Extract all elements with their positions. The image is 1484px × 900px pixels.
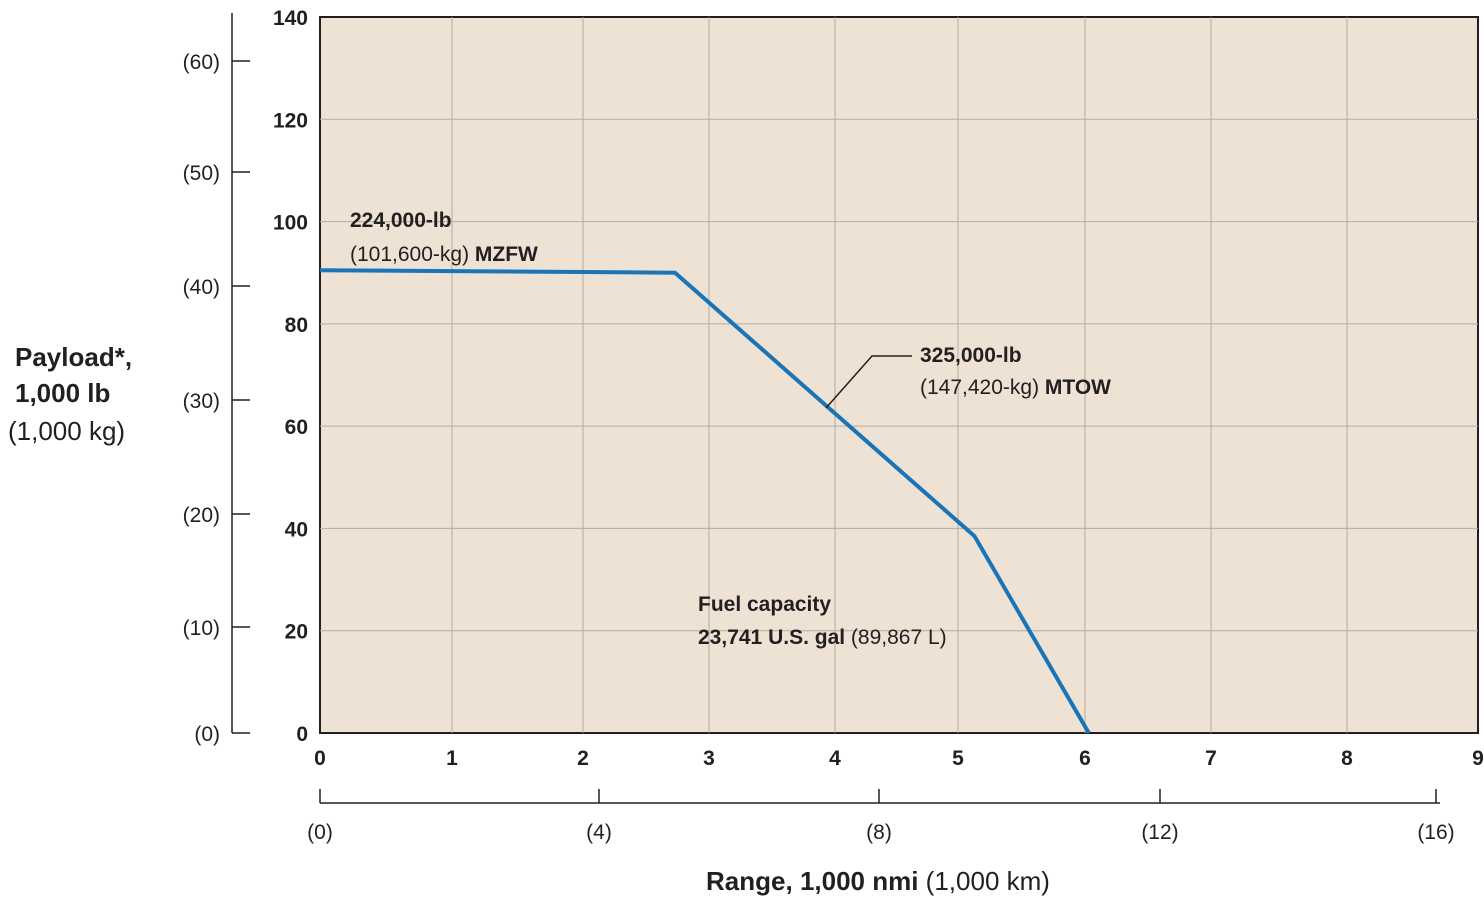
kg-tick-label: (30) xyxy=(183,390,220,413)
x-tick-label: 7 xyxy=(1205,747,1217,770)
x-tick-label: 3 xyxy=(703,747,715,770)
fuel-annotation-line1: Fuel capacity xyxy=(698,593,831,616)
kg-tick-label: (0) xyxy=(194,723,220,746)
kg-tick-label: (20) xyxy=(183,504,220,527)
y-tick-label: 120 xyxy=(273,109,308,132)
mtow-label: MTOW xyxy=(1045,376,1111,399)
kg-tick-label: (50) xyxy=(183,162,220,185)
y-axis-label-line3: (1,000 kg) xyxy=(8,416,125,446)
mzfw-annotation-line1: 224,000-lb xyxy=(350,209,452,232)
x-axis-label: Range, 1,000 nmi (1,000 km) xyxy=(706,866,1050,896)
secondary-y-axis: (0) (10) (20) (30) (40) (50) (60) xyxy=(183,13,250,746)
mzfw-annotation-line2: (101,600-kg) MZFW xyxy=(350,243,538,266)
kg-tick-label: (40) xyxy=(183,276,220,299)
x-tick-label: 0 xyxy=(314,747,326,770)
grid-lines xyxy=(320,17,1478,733)
x-axis-label-unit: (1,000 km) xyxy=(918,866,1050,896)
x-tick-label: 2 xyxy=(577,747,589,770)
y-tick-label: 100 xyxy=(273,212,308,235)
y-axis-label-line1: Payload*, xyxy=(15,342,132,372)
y-tick-label: 20 xyxy=(285,621,308,644)
y-tick-label: 80 xyxy=(285,314,308,337)
fuel-annotation-line2: 23,741 U.S. gal (89,867 L) xyxy=(698,626,947,649)
km-tick-label: (4) xyxy=(586,821,612,844)
fuel-liters: (89,867 L) xyxy=(845,626,947,649)
x-tick-label: 8 xyxy=(1341,747,1353,770)
mtow-kg: (147,420-kg) xyxy=(920,376,1045,399)
secondary-x-axis: (0) (4) (8) (12) (16) xyxy=(307,789,1455,844)
y-tick-label: 60 xyxy=(285,416,308,439)
km-tick-label: (12) xyxy=(1141,821,1178,844)
mtow-annotation-line2: (147,420-kg) MTOW xyxy=(920,376,1111,399)
plot-area xyxy=(319,16,1479,734)
mzfw-kg: (101,600-kg) xyxy=(350,243,475,266)
x-tick-label: 4 xyxy=(829,747,841,770)
fuel-gallons: 23,741 U.S. gal xyxy=(698,626,845,649)
kg-tick-label: (60) xyxy=(183,51,220,74)
y-axis-ticks: 0 20 40 60 80 100 120 140 xyxy=(273,7,308,746)
x-axis-label-bold: Range, 1,000 nmi xyxy=(706,866,918,896)
km-tick-label: (0) xyxy=(307,821,333,844)
payload-range-line xyxy=(319,268,1091,735)
y-tick-label: 0 xyxy=(296,723,308,746)
y-axis-label-line2: 1,000 lb xyxy=(15,378,110,408)
mtow-annotation-line1: 325,000-lb xyxy=(920,344,1022,367)
mtow-leader-line xyxy=(825,355,912,409)
x-axis-ticks: 0 1 2 3 4 5 6 7 8 9 xyxy=(314,747,1484,770)
km-tick-label: (16) xyxy=(1417,821,1454,844)
x-tick-label: 9 xyxy=(1472,747,1484,770)
kg-tick-label: (10) xyxy=(183,617,220,640)
km-tick-label: (8) xyxy=(866,821,892,844)
mzfw-label: MZFW xyxy=(475,243,538,266)
y-tick-label: 140 xyxy=(273,7,308,30)
x-tick-label: 1 xyxy=(446,747,458,770)
y-tick-label: 40 xyxy=(285,518,308,541)
x-tick-label: 6 xyxy=(1079,747,1091,770)
x-tick-label: 5 xyxy=(952,747,964,770)
